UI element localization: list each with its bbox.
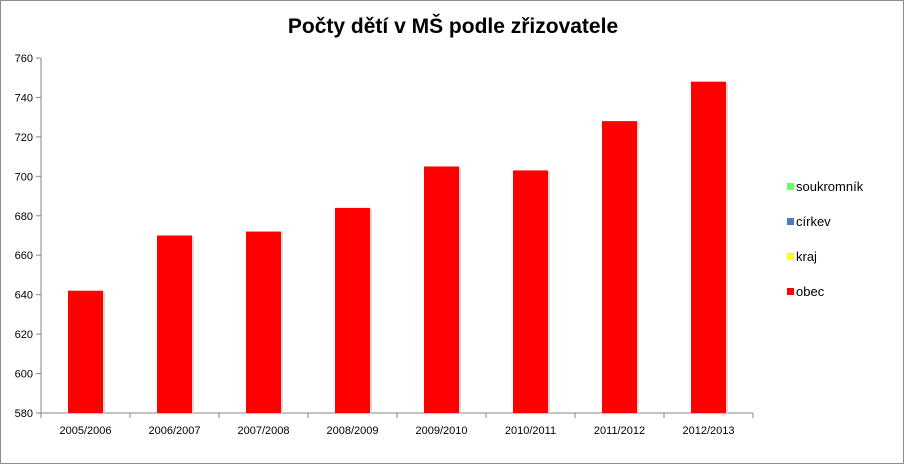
bar-obec: [691, 81, 726, 414]
x-tick-label: 2007/2008: [238, 425, 290, 437]
x-tick-label: 2009/2010: [416, 425, 468, 437]
x-tick-label: 2010/2011: [505, 425, 556, 437]
bar-obec: [424, 166, 459, 413]
legend-item-soukromnik: soukromník: [787, 169, 863, 204]
y-tick-label: 620: [15, 329, 33, 341]
bars: [68, 81, 728, 414]
y-tick-label: 600: [15, 369, 33, 381]
legend-swatch: [787, 218, 794, 225]
legend-swatch: [787, 288, 794, 295]
y-tick-label: 640: [15, 290, 33, 302]
x-tick-label: 2012/2013: [683, 425, 735, 437]
bar-obec: [157, 235, 192, 413]
legend-swatch: [787, 253, 794, 260]
y-tick-label: 700: [15, 171, 33, 183]
bar-obec: [68, 290, 103, 413]
y-tick-labels: 580 600 620 640 660 680 700 720 740 760: [15, 53, 33, 420]
legend-item-kraj: kraj: [787, 239, 863, 274]
x-tick-label: 2008/2009: [327, 425, 379, 437]
legend-item-obec: obec: [787, 274, 863, 309]
bar-obec: [602, 121, 637, 413]
legend-label: kraj: [796, 249, 817, 264]
legend-item-cirkev: církev: [787, 204, 863, 239]
y-tick-label: 740: [15, 92, 33, 104]
y-tick-label: 760: [15, 53, 33, 65]
x-tick-labels: 2005/2006 2006/2007 2007/2008 2008/2009 2009…: [60, 425, 735, 437]
axes: [36, 57, 754, 418]
legend-label: soukromník: [796, 179, 864, 194]
y-tick-label: 660: [15, 250, 33, 262]
legend-label: obec: [796, 284, 825, 299]
chart-title: Počty dětí v MŠ podle zřizovatele: [287, 15, 619, 38]
bar-obec: [246, 231, 281, 413]
legend: soukromník církev kraj obec: [787, 169, 863, 309]
x-tick-label: 2011/2012: [594, 425, 645, 437]
x-tick-label: 2006/2007: [149, 425, 201, 437]
legend-label: církev: [796, 214, 831, 229]
y-tick-label: 580: [15, 408, 33, 420]
legend-swatch: [787, 183, 794, 190]
x-tick-label: 2005/2006: [60, 425, 112, 437]
y-tick-label: 680: [15, 211, 33, 223]
y-tick-label: 720: [15, 132, 33, 144]
bar-obec: [513, 170, 548, 413]
bar-obec: [335, 207, 370, 413]
